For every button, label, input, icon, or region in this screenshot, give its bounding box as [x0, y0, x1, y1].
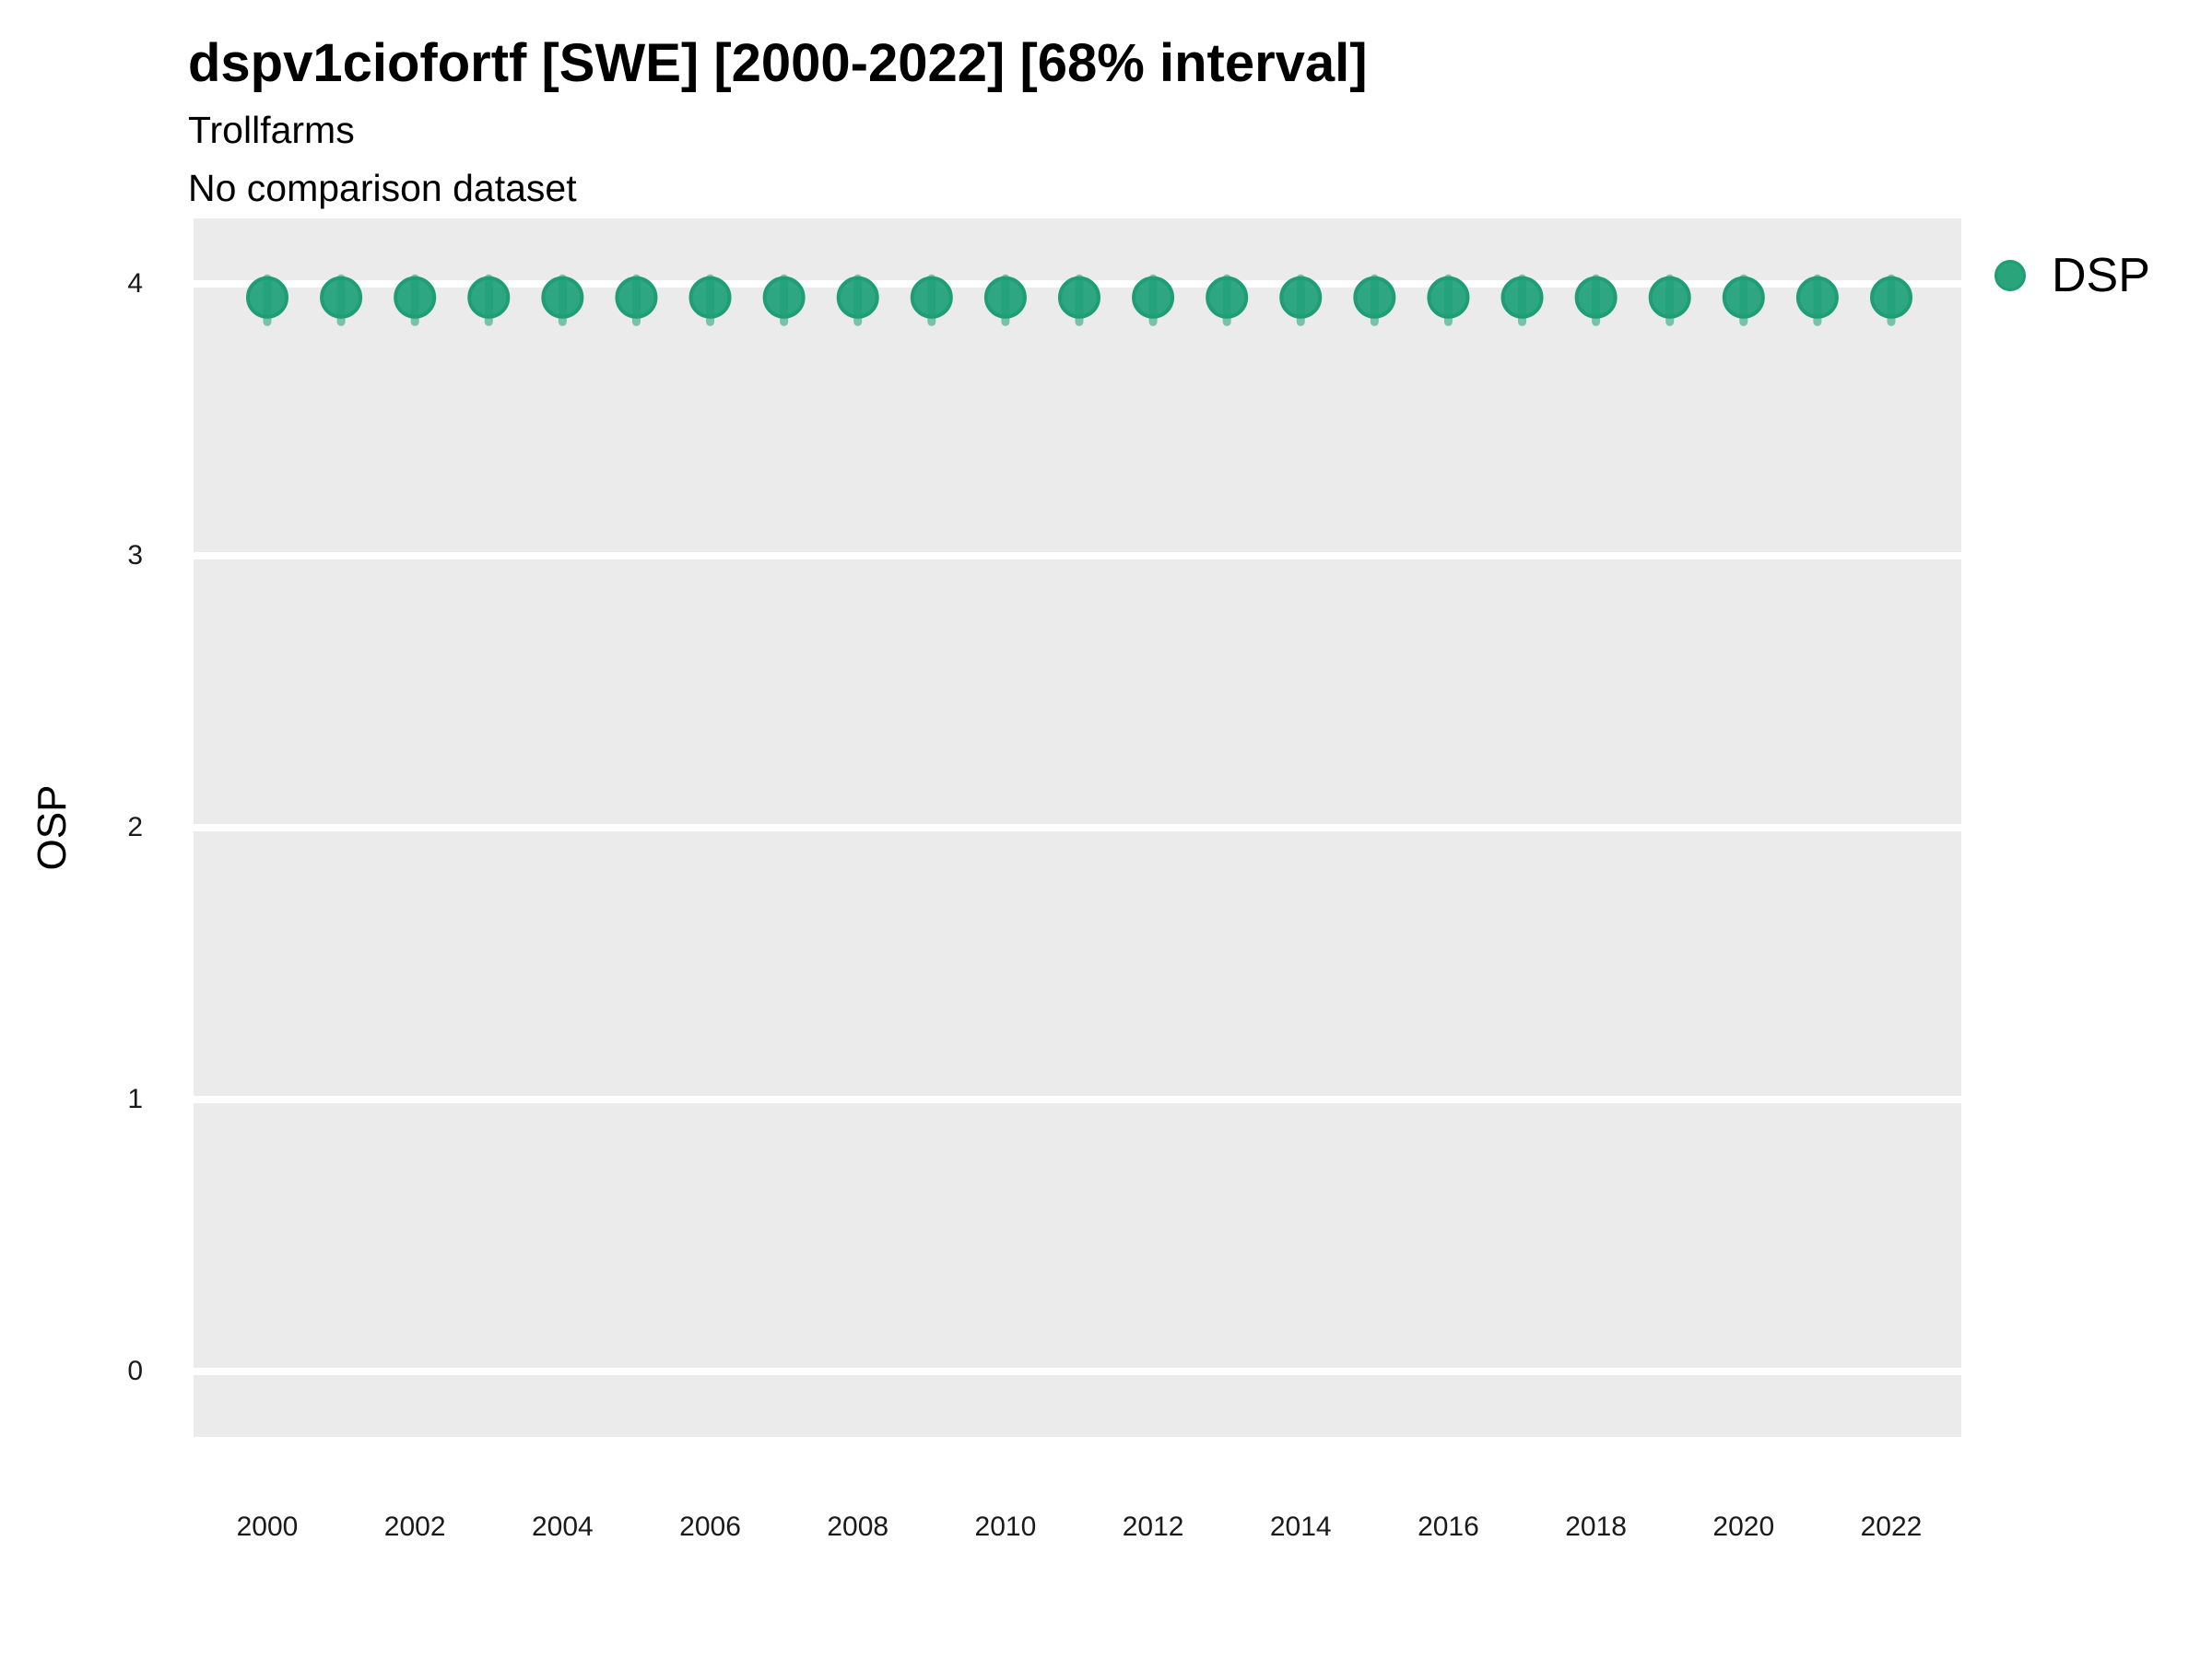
y-gridline: [194, 552, 1961, 559]
data-point: [1574, 276, 1618, 319]
data-point: [1279, 276, 1323, 319]
data-point: [1648, 276, 1691, 319]
data-point: [394, 276, 437, 319]
x-tick-label: 2010: [974, 1512, 1037, 1542]
legend: DSP: [1994, 244, 2150, 307]
data-point: [1795, 276, 1839, 319]
data-point: [467, 276, 511, 319]
data-points-layer: [246, 274, 1912, 326]
x-tick-label: 2008: [827, 1512, 889, 1542]
data-point: [1057, 276, 1100, 319]
y-tick-label: 4: [127, 268, 143, 299]
data-point: [688, 276, 732, 319]
chart-subtitle: Trollfarms: [188, 109, 355, 151]
x-tick-label: 2006: [679, 1512, 741, 1542]
data-point: [1132, 276, 1175, 319]
x-tick-label: 2022: [1860, 1512, 1923, 1542]
x-tick-label: 2018: [1565, 1512, 1627, 1542]
data-point: [246, 276, 288, 319]
y-gridline: [194, 1096, 1961, 1103]
data-point: [762, 276, 806, 319]
legend-swatch-dsp: [1994, 260, 2026, 291]
data-point: [1353, 276, 1396, 319]
chart-title: dspv1ciofortf [SWE] [2000-2022] [68% int…: [188, 33, 1368, 93]
comparison-note: No comparison dataset: [188, 167, 577, 209]
x-tick-label: 2014: [1269, 1512, 1332, 1542]
data-point: [1722, 276, 1765, 319]
data-point: [1869, 276, 1912, 319]
x-tick-label: 2012: [1122, 1512, 1184, 1542]
x-tick-label: 2002: [383, 1512, 446, 1542]
data-point: [836, 276, 879, 319]
data-point: [910, 276, 953, 319]
legend-label-dsp: DSP: [2052, 249, 2150, 302]
x-tick-label: 2020: [1712, 1512, 1775, 1542]
y-gridline: [194, 1368, 1961, 1375]
data-point: [541, 276, 584, 319]
y-tick-label: 1: [127, 1084, 143, 1114]
data-point: [615, 276, 658, 319]
data-point: [1500, 276, 1544, 319]
x-tick-label: 2004: [531, 1512, 594, 1542]
y-gridline: [194, 824, 1961, 831]
x-tick-label: 2000: [236, 1512, 299, 1542]
data-point: [1427, 276, 1470, 319]
y-tick-label: 2: [127, 812, 143, 842]
data-point: [320, 276, 363, 319]
data-point: [983, 276, 1027, 319]
data-point: [1206, 276, 1249, 319]
y-tick-label: 0: [127, 1356, 143, 1386]
x-tick-label: 2016: [1418, 1512, 1479, 1542]
y-tick-label: 3: [127, 540, 143, 571]
